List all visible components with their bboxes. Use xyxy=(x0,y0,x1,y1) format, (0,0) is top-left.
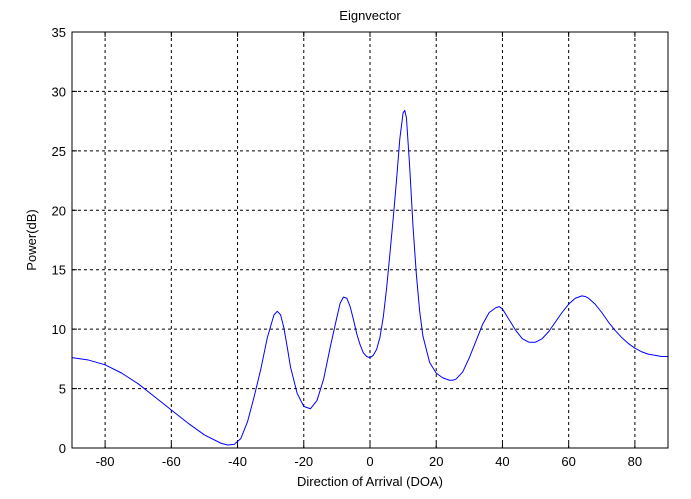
x-tick-label: -40 xyxy=(228,454,247,469)
x-tick-label: 0 xyxy=(366,454,373,469)
y-tick-label: 0 xyxy=(59,441,66,456)
x-tick-label: 40 xyxy=(495,454,509,469)
series-layer xyxy=(71,109,668,446)
chart-title: Eignvector xyxy=(339,8,401,23)
plot-area xyxy=(72,32,668,448)
y-tick-labels: 0 5 10 15 20 25 30 35 xyxy=(52,25,66,456)
x-tick-label: 60 xyxy=(561,454,575,469)
axis-ticks xyxy=(72,31,668,449)
x-tick-labels: -80 -60 -40 -20 0 20 40 60 80 xyxy=(96,454,642,469)
y-tick-label: 15 xyxy=(52,263,66,278)
x-axis-label: Direction of Arrival (DOA) xyxy=(297,474,443,489)
y-tick-label: 35 xyxy=(52,25,66,40)
y-tick-label: 25 xyxy=(52,144,66,159)
y-tick-label: 20 xyxy=(52,203,66,218)
y-tick-label: 5 xyxy=(59,382,66,397)
y-tick-label: 30 xyxy=(52,84,66,99)
x-tick-label: 80 xyxy=(628,454,642,469)
x-tick-label: 20 xyxy=(429,454,443,469)
x-tick-label: -20 xyxy=(294,454,313,469)
series-line xyxy=(71,109,668,446)
y-axis-label: Power(dB) xyxy=(24,209,39,270)
x-tick-label: -80 xyxy=(96,454,115,469)
x-tick-label: -60 xyxy=(162,454,181,469)
y-tick-label: 10 xyxy=(52,322,66,337)
